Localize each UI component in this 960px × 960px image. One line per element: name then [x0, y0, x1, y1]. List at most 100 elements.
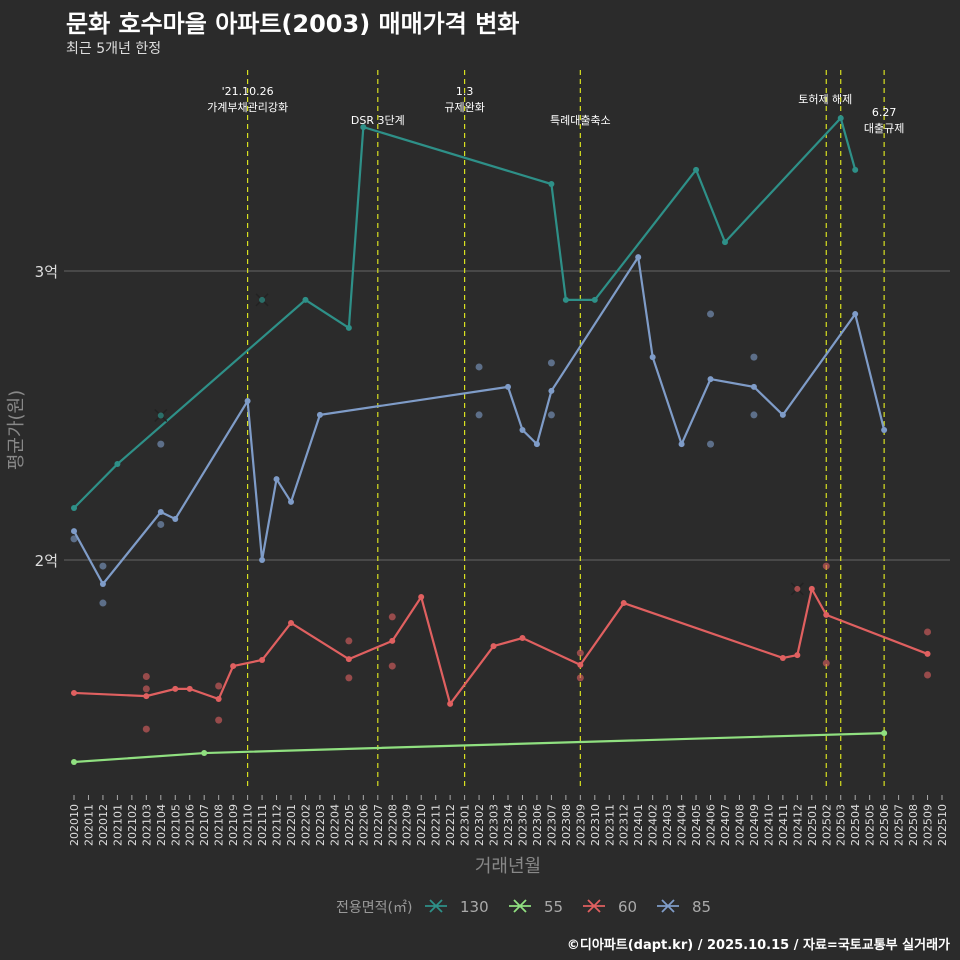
legend-label-60: 60 — [618, 898, 637, 916]
line-point-60 — [230, 663, 237, 670]
scatter-point-60 — [345, 637, 353, 645]
x-tick-label: 202101 — [111, 804, 124, 846]
line-point-85 — [172, 515, 179, 522]
line-point-60 — [779, 654, 786, 661]
line-point-85 — [635, 254, 642, 261]
line-point-60 — [577, 661, 584, 668]
line-point-60 — [519, 635, 526, 642]
line-point-130 — [562, 296, 569, 303]
line-point-60 — [71, 689, 77, 696]
x-tick-label: 202308 — [560, 804, 573, 846]
scatter-point-60 — [142, 672, 150, 680]
line-point-130 — [591, 296, 598, 303]
line-point-55 — [201, 750, 208, 757]
line-point-130 — [852, 166, 859, 173]
series-line-130 — [73, 115, 857, 509]
x-tick-label: 202311 — [603, 804, 616, 846]
line-point-60 — [186, 685, 193, 692]
line-point-85 — [99, 580, 106, 587]
line-point-130 — [71, 504, 77, 511]
x-tick-label: 202501 — [806, 804, 819, 846]
x-tick-label: 202011 — [82, 804, 95, 846]
x-tick-label: 202203 — [314, 804, 327, 846]
x-tick-label: 202506 — [878, 804, 891, 846]
series-line-85 — [73, 254, 886, 586]
event-label: 대출규제 — [864, 122, 904, 135]
scatter-point-85 — [547, 411, 555, 419]
legend-key-55 — [509, 899, 531, 913]
line-point-60 — [389, 637, 396, 644]
x-tick-label: 202405 — [690, 804, 703, 846]
line-point-85 — [259, 557, 266, 563]
x-tick-label: 202504 — [849, 804, 862, 846]
x-tick-label: 202509 — [922, 804, 935, 846]
line-point-85 — [71, 528, 77, 535]
line-point-60 — [345, 656, 352, 663]
x-tick-label: 202406 — [705, 804, 718, 846]
x-tick-label: 202510 — [936, 804, 949, 846]
line-point-85 — [519, 426, 526, 433]
source-caption: ©디아파트(dapt.kr) / 2025.10.15 / 자료=국토교통부 실… — [566, 938, 950, 953]
x-tick-label: 202208 — [386, 804, 399, 846]
event-label: 토허제 해제 — [798, 92, 852, 106]
line-point-85 — [750, 383, 757, 390]
line-point-85 — [779, 411, 786, 418]
line-point-60 — [924, 650, 931, 657]
line-point-85 — [273, 476, 280, 483]
line-point-60 — [620, 600, 627, 607]
line-point-130 — [693, 166, 700, 173]
x-tick-label: 202312 — [618, 804, 631, 846]
x-tick-label: 202012 — [97, 804, 110, 846]
x-tick-label: 202302 — [473, 804, 486, 846]
x-tick-label: 202301 — [459, 804, 472, 846]
scatter-point-85 — [750, 411, 758, 419]
legend-title: 전용면적(㎡) — [336, 900, 412, 916]
line-point-60 — [823, 611, 830, 618]
x-tick-label: 202407 — [719, 804, 732, 846]
x-tick-label: 202408 — [733, 804, 746, 846]
x-tick-label: 202109 — [227, 804, 240, 846]
line-point-55 — [71, 759, 77, 766]
line-point-130 — [114, 461, 121, 468]
x-tick-label: 202210 — [415, 804, 428, 846]
chart-title: 문화 호수마을 아파트(2003) 매매가격 변화 — [66, 10, 520, 38]
y-tick-label: 3억 — [35, 263, 58, 281]
x-tick-label: 202212 — [444, 804, 457, 846]
scatter-point-85 — [750, 353, 758, 361]
scatter-point-60 — [142, 685, 150, 693]
scatter-point-85 — [70, 535, 78, 543]
x-tick-label: 202102 — [126, 804, 139, 846]
line-point-60 — [418, 593, 425, 600]
x-tick-label: 202409 — [748, 804, 761, 846]
x-tick-label: 202110 — [242, 804, 255, 846]
scatter-point-85 — [157, 440, 165, 448]
line-point-85 — [157, 509, 164, 516]
scatter-point-85 — [475, 363, 483, 371]
event-label: 규제완화 — [444, 101, 484, 114]
x-tick-label: 202207 — [372, 804, 385, 846]
line-point-85 — [881, 426, 888, 433]
line-point-85 — [316, 411, 323, 418]
line-point-60 — [490, 643, 497, 650]
x-tick-label: 202508 — [907, 804, 920, 846]
line-point-60 — [259, 656, 266, 663]
scatter-point-60 — [388, 662, 396, 670]
series-line-60 — [73, 585, 928, 707]
legend-label-85: 85 — [692, 898, 711, 916]
line-point-130 — [837, 115, 844, 122]
legend-label-130: 130 — [460, 898, 489, 916]
event-label: 특례대출축소 — [550, 114, 611, 127]
event-label: '21.10.26 — [222, 85, 274, 98]
x-tick-label: 202104 — [155, 804, 168, 846]
line-point-85 — [707, 376, 714, 383]
scatter-point-85 — [99, 562, 107, 570]
line-point-85 — [649, 354, 656, 361]
y-axis-title: 평균가(원) — [6, 390, 27, 470]
x-tick-label: 202108 — [213, 804, 226, 846]
scatter-point-60 — [388, 613, 396, 621]
x-tick-label: 202105 — [169, 804, 182, 846]
x-tick-label: 202305 — [516, 804, 529, 846]
x-tick-label: 202307 — [545, 804, 558, 846]
scatter-point-60 — [822, 562, 830, 570]
scatter-point-60 — [345, 674, 353, 682]
